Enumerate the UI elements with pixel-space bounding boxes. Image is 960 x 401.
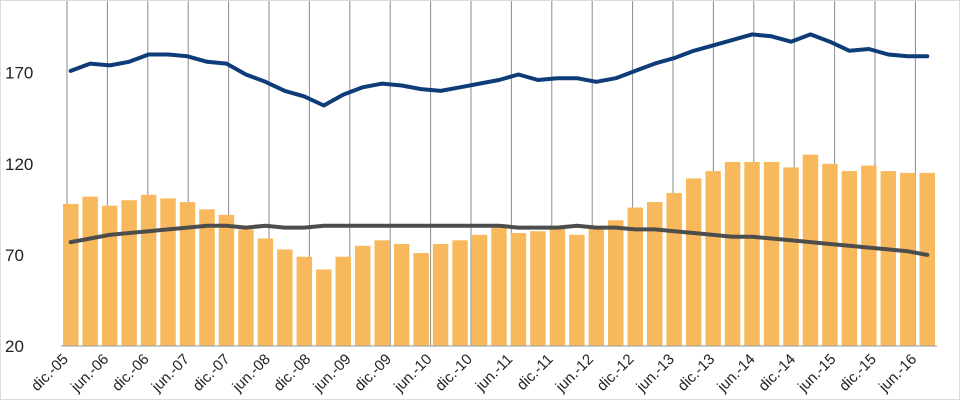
x-tick-label: jun.-15 [794, 351, 839, 396]
bar [919, 172, 935, 346]
bar [82, 196, 98, 346]
bar [841, 171, 858, 346]
x-tick-label: jun.-10 [390, 351, 435, 396]
bar [783, 167, 799, 346]
bar [452, 240, 468, 346]
y-tick-label: 20 [5, 337, 24, 356]
x-tick-label: dic.-12 [594, 351, 638, 395]
x-tick-label: dic.-15 [836, 351, 880, 395]
bar [608, 220, 624, 346]
bar [238, 229, 254, 346]
bar [588, 227, 605, 346]
bar [393, 243, 410, 346]
x-tick-label: jun.-11 [472, 351, 516, 395]
bar [471, 234, 488, 346]
bar [705, 171, 721, 346]
bar [549, 225, 566, 346]
x-tick-label: jun.-12 [552, 351, 597, 396]
bar [822, 163, 838, 346]
bar [802, 154, 819, 346]
bar [647, 202, 663, 346]
x-tick-label: dic.-13 [674, 351, 718, 395]
x-tick-label: dic.-07 [190, 351, 234, 395]
y-tick-labels: 20 70 120 170 [5, 64, 33, 356]
x-tick-label: dic.-10 [432, 351, 476, 395]
x-tick-label: jun.-09 [309, 351, 354, 396]
bar [121, 200, 137, 346]
bar [744, 161, 760, 346]
bar [335, 256, 351, 346]
x-tick-label: dic.-09 [351, 351, 395, 395]
y-tick-label: 170 [5, 64, 33, 83]
bar [724, 161, 741, 346]
bar [666, 192, 682, 346]
bar [491, 227, 507, 346]
x-tick-label: dic.-05 [28, 351, 72, 395]
bar [140, 194, 157, 346]
x-tick-label: dic.-11 [514, 351, 557, 394]
bar [355, 245, 371, 346]
x-tick-label: dic.-08 [270, 351, 314, 395]
x-tick-label: dic.-06 [109, 351, 153, 395]
bar [296, 256, 313, 346]
bar [413, 253, 429, 346]
bar [627, 207, 643, 346]
bar [569, 234, 585, 346]
bar [900, 172, 916, 346]
x-tick-label: jun.-07 [148, 351, 193, 396]
bar [763, 161, 780, 346]
bar [880, 171, 897, 346]
bar [218, 214, 235, 346]
bar [510, 233, 527, 346]
x-tick-labels: dic.-05jun.-06dic.-06jun.-07dic.-07jun.-… [28, 351, 920, 396]
bar [530, 231, 546, 346]
bar-series [63, 154, 935, 346]
dark-gray-line [68, 223, 930, 257]
x-tick-label: jun.-08 [229, 351, 274, 396]
bar [277, 249, 293, 346]
x-tick-label: jun.-16 [875, 351, 920, 396]
bar [432, 243, 449, 346]
bar [316, 269, 332, 346]
bar [101, 205, 118, 346]
bar [160, 198, 176, 346]
x-tick-label: dic.-14 [755, 351, 799, 395]
bar [257, 238, 274, 346]
bar [685, 178, 702, 346]
x-tick-label: jun.-06 [67, 351, 112, 396]
dark-gray-line-series [68, 223, 930, 257]
blue-line-series [68, 32, 930, 108]
bar [374, 240, 390, 346]
bar [861, 165, 877, 346]
blue-line [68, 32, 930, 108]
bar [199, 209, 215, 346]
y-tick-label: 70 [5, 246, 24, 265]
x-tick-label: jun.-13 [633, 351, 678, 396]
y-tick-label: 120 [5, 155, 33, 174]
bar [63, 203, 79, 346]
bar [179, 202, 196, 346]
x-tick-label: jun.-14 [713, 351, 758, 396]
